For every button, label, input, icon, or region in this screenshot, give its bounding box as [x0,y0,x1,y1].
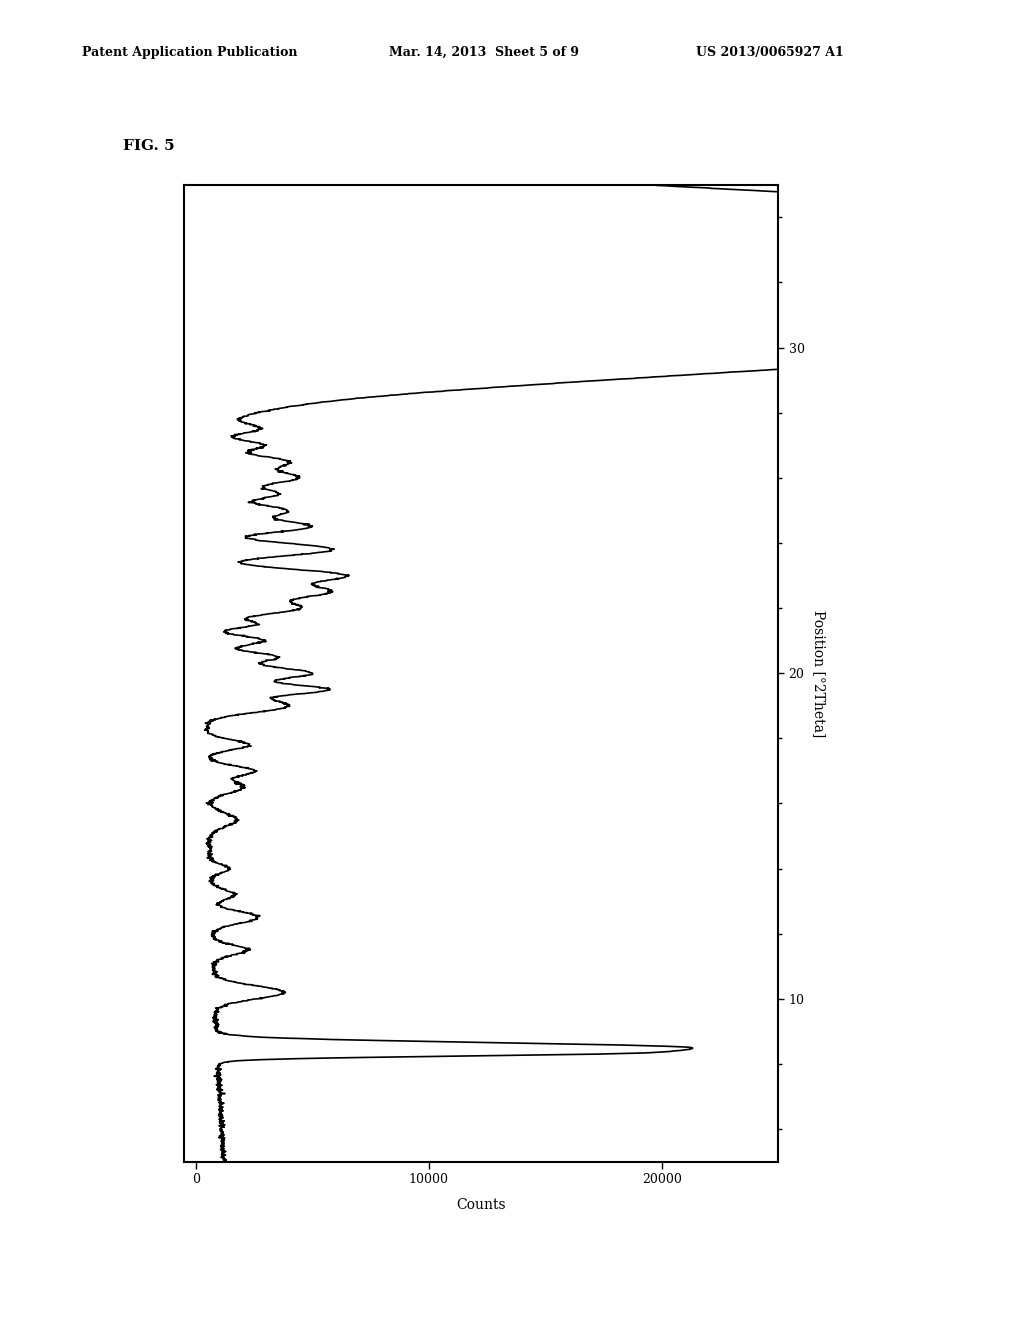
X-axis label: Counts: Counts [457,1197,506,1212]
Text: FIG. 5: FIG. 5 [123,139,174,153]
Text: Patent Application Publication: Patent Application Publication [82,46,297,59]
Y-axis label: Position [°2Theta]: Position [°2Theta] [811,610,825,737]
Text: Mar. 14, 2013  Sheet 5 of 9: Mar. 14, 2013 Sheet 5 of 9 [389,46,580,59]
Text: US 2013/0065927 A1: US 2013/0065927 A1 [696,46,844,59]
